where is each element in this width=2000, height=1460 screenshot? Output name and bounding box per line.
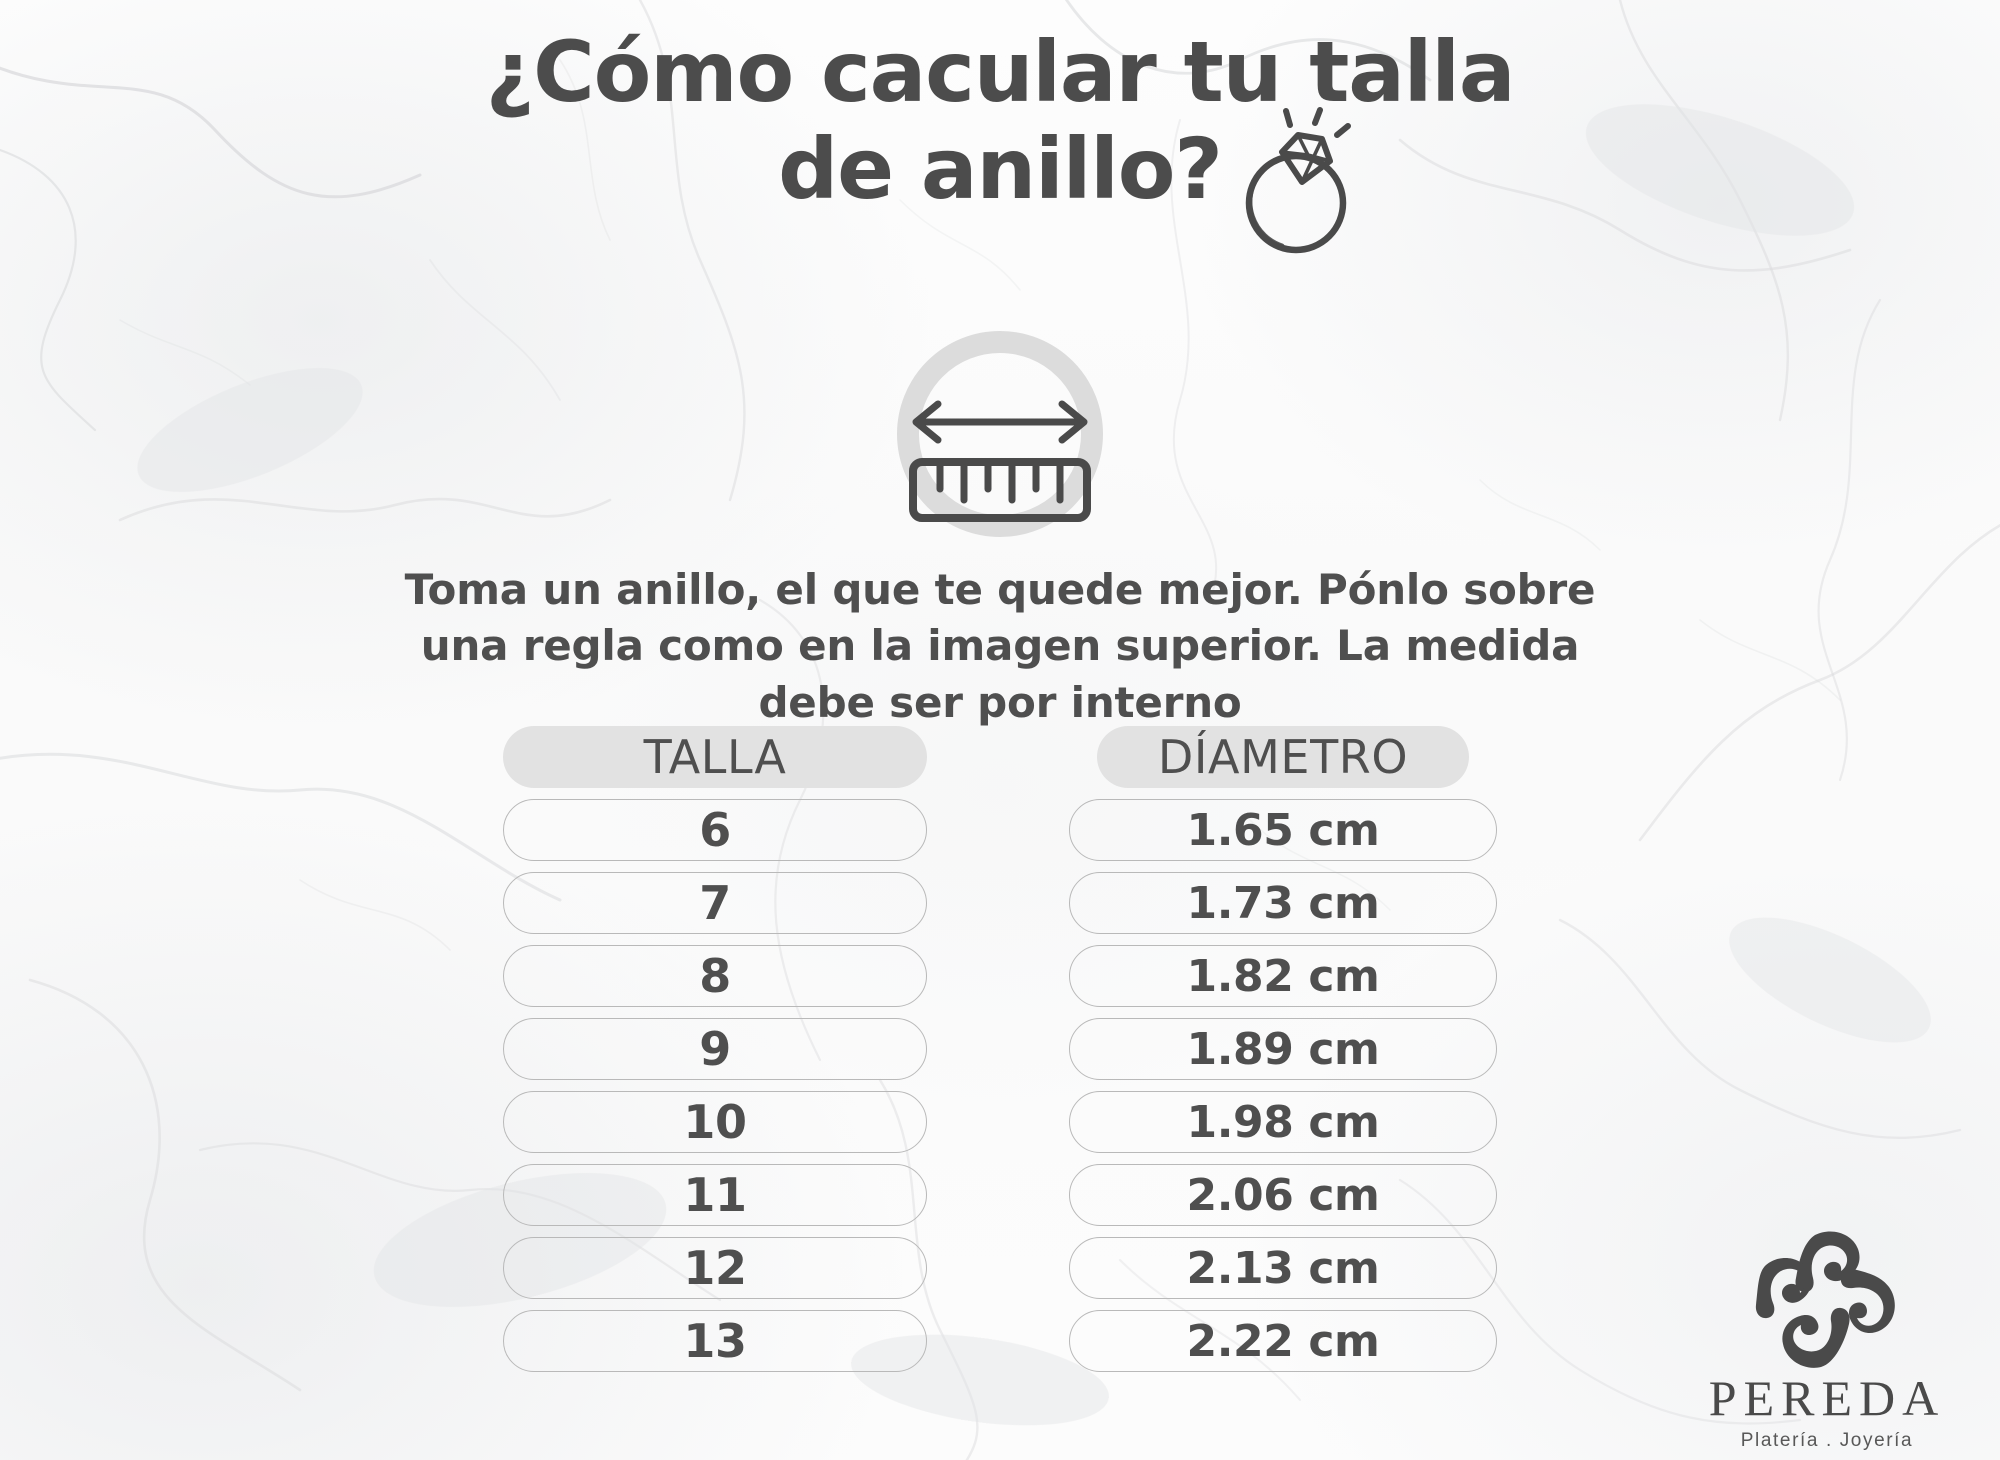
column-header-talla: TALLA bbox=[503, 726, 927, 788]
column-diametro: DÍAMETRO 1.65 cm 1.73 cm 1.82 cm 1.89 cm… bbox=[1069, 726, 1497, 1383]
table-row: 2.06 cm bbox=[1069, 1164, 1497, 1226]
title-line-2: de anillo? bbox=[778, 120, 1223, 219]
table-row: 1.65 cm bbox=[1069, 799, 1497, 861]
brand-tagline: Platería . Joyería bbox=[1740, 1430, 1914, 1451]
table-row: 1.89 cm bbox=[1069, 1018, 1497, 1080]
measure-icon-container bbox=[880, 322, 1120, 552]
title-line-1: ¿Cómo cacular tu talla bbox=[485, 23, 1516, 121]
table-row: 1.82 cm bbox=[1069, 945, 1497, 1007]
title-line-2-wrap: de anillo? bbox=[778, 107, 1351, 254]
icon-circle-backdrop bbox=[897, 331, 1103, 537]
table-row: 11 bbox=[503, 1164, 927, 1226]
brand-logo: PEREDA Platería . Joyería bbox=[1702, 1229, 1952, 1450]
table-row: 2.22 cm bbox=[1069, 1310, 1497, 1372]
size-table: TALLA 6 7 8 9 10 11 12 13 DÍAMETRO 1.65 … bbox=[503, 726, 1497, 1383]
brand-name: PEREDA bbox=[1708, 1370, 1946, 1426]
pereda-swirl-logo-icon bbox=[1755, 1231, 1895, 1368]
table-row: 13 bbox=[503, 1310, 927, 1372]
diamond-ring-icon bbox=[1245, 107, 1351, 254]
table-row: 6 bbox=[503, 799, 927, 861]
table-row: 12 bbox=[503, 1237, 927, 1299]
ruler-measure-icon bbox=[897, 331, 1103, 537]
table-row: 8 bbox=[503, 945, 927, 1007]
table-row: 1.98 cm bbox=[1069, 1091, 1497, 1153]
table-row: 9 bbox=[503, 1018, 927, 1080]
page-title: ¿Cómo cacular tu talla de anillo? bbox=[0, 23, 2000, 254]
table-row: 10 bbox=[503, 1091, 927, 1153]
table-row: 2.13 cm bbox=[1069, 1237, 1497, 1299]
table-row: 1.73 cm bbox=[1069, 872, 1497, 934]
table-row: 7 bbox=[503, 872, 927, 934]
column-header-diametro: DÍAMETRO bbox=[1097, 726, 1469, 788]
column-talla: TALLA 6 7 8 9 10 11 12 13 bbox=[503, 726, 927, 1383]
intro-paragraph: Toma un anillo, el que te quede mejor. P… bbox=[404, 565, 1596, 727]
